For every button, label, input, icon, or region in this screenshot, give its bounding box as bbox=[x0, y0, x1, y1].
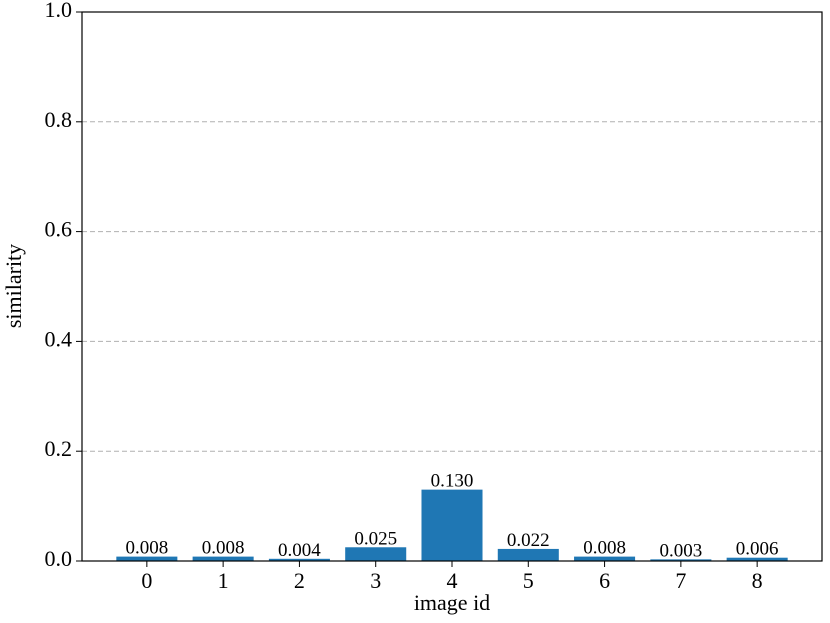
y-tick-label: 0.2 bbox=[45, 436, 73, 461]
x-tick-label: 3 bbox=[370, 568, 381, 593]
bar bbox=[574, 556, 636, 561]
bar bbox=[192, 556, 254, 561]
x-tick-label: 0 bbox=[141, 568, 152, 593]
plot-frame bbox=[81, 11, 823, 562]
y-tick-label: 0.6 bbox=[45, 217, 73, 242]
x-tick-label: 1 bbox=[218, 568, 229, 593]
value-label: 0.025 bbox=[354, 528, 397, 549]
bar bbox=[497, 548, 559, 561]
x-axis-label: image id bbox=[414, 590, 490, 615]
x-tick-label: 4 bbox=[447, 568, 458, 593]
value-label: 0.003 bbox=[659, 540, 702, 561]
y-tick-label: 0.8 bbox=[45, 107, 73, 132]
y-tick-label: 0.0 bbox=[45, 546, 73, 571]
value-label: 0.022 bbox=[507, 530, 550, 551]
value-label: 0.008 bbox=[583, 538, 626, 559]
x-tick-label: 7 bbox=[675, 568, 686, 593]
value-label: 0.008 bbox=[125, 538, 168, 559]
bar bbox=[421, 489, 483, 561]
y-tick-label: 1.0 bbox=[45, 0, 73, 22]
value-label: 0.008 bbox=[202, 538, 245, 559]
bar bbox=[116, 556, 178, 561]
x-tick-label: 5 bbox=[523, 568, 534, 593]
x-tick-label: 8 bbox=[752, 568, 763, 593]
x-tick-label: 2 bbox=[294, 568, 305, 593]
y-axis-label: similarity bbox=[1, 244, 26, 328]
value-label: 0.130 bbox=[431, 471, 474, 492]
bar bbox=[726, 557, 788, 561]
y-tick-label: 0.4 bbox=[45, 326, 73, 351]
value-label: 0.006 bbox=[736, 539, 779, 560]
x-tick-label: 6 bbox=[599, 568, 610, 593]
bar bbox=[650, 559, 712, 561]
bar bbox=[268, 558, 330, 561]
value-label: 0.004 bbox=[278, 540, 321, 561]
bar bbox=[345, 547, 407, 561]
